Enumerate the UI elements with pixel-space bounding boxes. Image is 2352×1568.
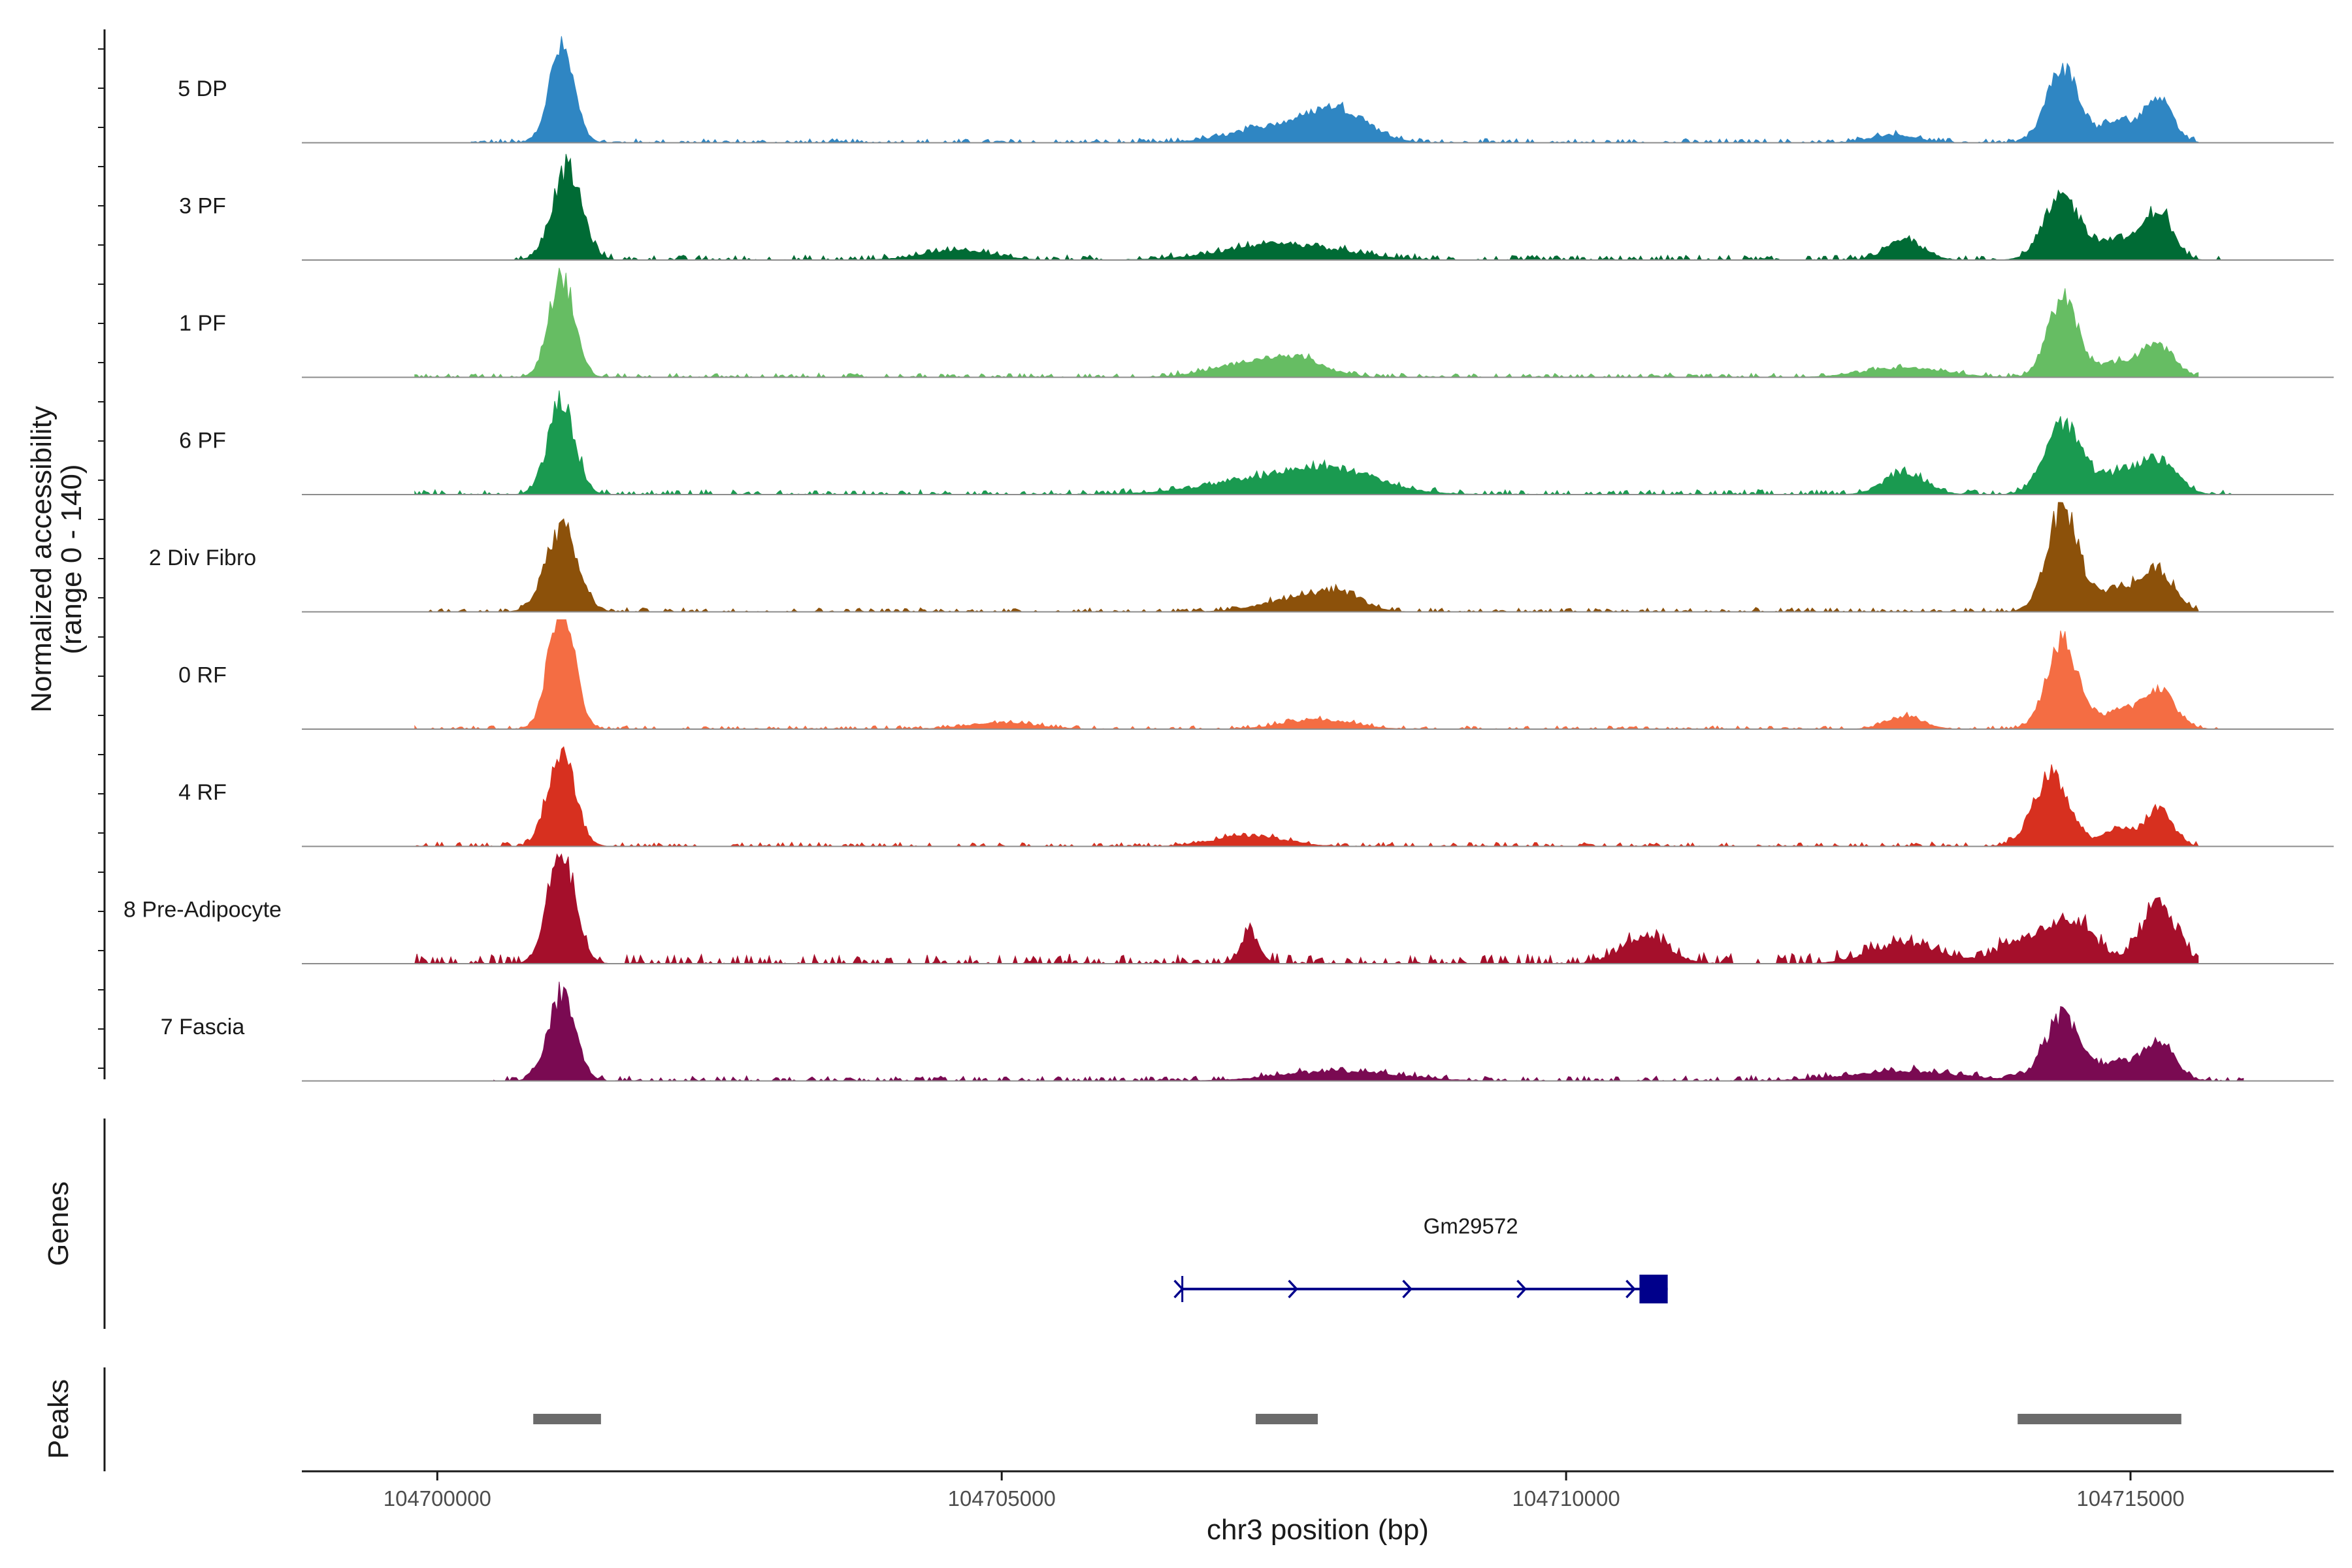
track-label-7: 8 Pre-Adipocyte — [123, 898, 282, 923]
track-label-2: 1 PF — [179, 311, 226, 336]
gene-annotation-track: Gm29572 — [1173, 1214, 1668, 1303]
x-tick-label: 104710000 — [1512, 1486, 1620, 1511]
x-tick-label: 104715000 — [2076, 1486, 2184, 1511]
strand-arrow — [1173, 1279, 1184, 1299]
coverage-area-track-7 — [414, 853, 2199, 965]
coverage-area-track-2 — [414, 267, 2199, 378]
coverage-area-track-1 — [505, 154, 2232, 261]
peak-track — [533, 1414, 2181, 1424]
coverage-area-track-5 — [414, 619, 2221, 730]
gene-exon — [1639, 1275, 1668, 1303]
track-label-0: 5 DP — [178, 76, 227, 101]
x-tick-label: 104700000 — [384, 1486, 491, 1511]
track-label-4: 2 Div Fibro — [149, 546, 256, 570]
coverage-y-title-line1: Normalized accessibility — [25, 406, 57, 712]
track-label-1: 3 PF — [179, 194, 226, 219]
x-ticks: 104700000 104705000 104710000 104715000 — [384, 1471, 2185, 1511]
coverage-area-track-6 — [414, 746, 2199, 847]
track-label-3: 6 PF — [179, 429, 226, 453]
peak-bar-0 — [533, 1414, 601, 1424]
peak-bar-1 — [1255, 1414, 1318, 1424]
peaks-panel-title: Peaks — [42, 1379, 74, 1459]
coverage-area-track-4 — [426, 502, 2199, 613]
coverage-y-ticks — [98, 48, 105, 1069]
coverage-area-track-8 — [493, 981, 2244, 1082]
coverage-y-title-line2: (range 0 - 140) — [56, 464, 88, 654]
track-labels: 5 DP 3 PF 1 PF 6 PF 2 Div Fibro 0 RF 4 RF 8 Pre… — [123, 76, 282, 1039]
strand-arrow — [1516, 1279, 1527, 1299]
coverage-area-track-3 — [414, 390, 2234, 496]
gene-name-label: Gm29572 — [1424, 1214, 1518, 1238]
coverage-area-track-0 — [470, 36, 2199, 144]
x-axis-title: chr3 position (bp) — [1207, 1514, 1429, 1546]
track-label-8: 7 Fascia — [161, 1015, 245, 1039]
strand-arrow — [1288, 1279, 1298, 1299]
genes-panel-title: Genes — [42, 1181, 74, 1266]
strand-arrow — [1625, 1279, 1636, 1299]
track-label-6: 4 RF — [178, 780, 227, 805]
strand-arrow — [1402, 1279, 1413, 1299]
peak-bar-2 — [2017, 1414, 2181, 1424]
coverage-tracks — [302, 36, 2334, 1082]
x-tick-label: 104705000 — [948, 1486, 1056, 1511]
track-label-5: 0 RF — [178, 663, 227, 688]
